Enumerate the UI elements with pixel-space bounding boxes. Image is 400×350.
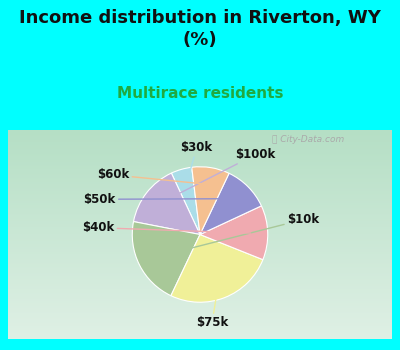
Text: $30k: $30k [180, 141, 213, 186]
Text: $100k: $100k [160, 148, 276, 203]
Wedge shape [200, 173, 261, 234]
Wedge shape [192, 167, 229, 234]
Text: $60k: $60k [97, 168, 208, 184]
Text: $75k: $75k [196, 282, 228, 329]
Wedge shape [200, 206, 268, 260]
Text: Income distribution in Riverton, WY
(%): Income distribution in Riverton, WY (%) [19, 9, 381, 49]
Wedge shape [132, 222, 200, 296]
Text: Multirace residents: Multirace residents [117, 86, 283, 101]
Text: ⓘ City-Data.com: ⓘ City-Data.com [272, 135, 344, 144]
Text: $50k: $50k [84, 193, 236, 206]
Wedge shape [171, 167, 200, 234]
Text: $10k: $10k [155, 213, 319, 257]
Wedge shape [134, 173, 200, 234]
Text: $40k: $40k [82, 221, 251, 234]
Wedge shape [171, 234, 263, 302]
